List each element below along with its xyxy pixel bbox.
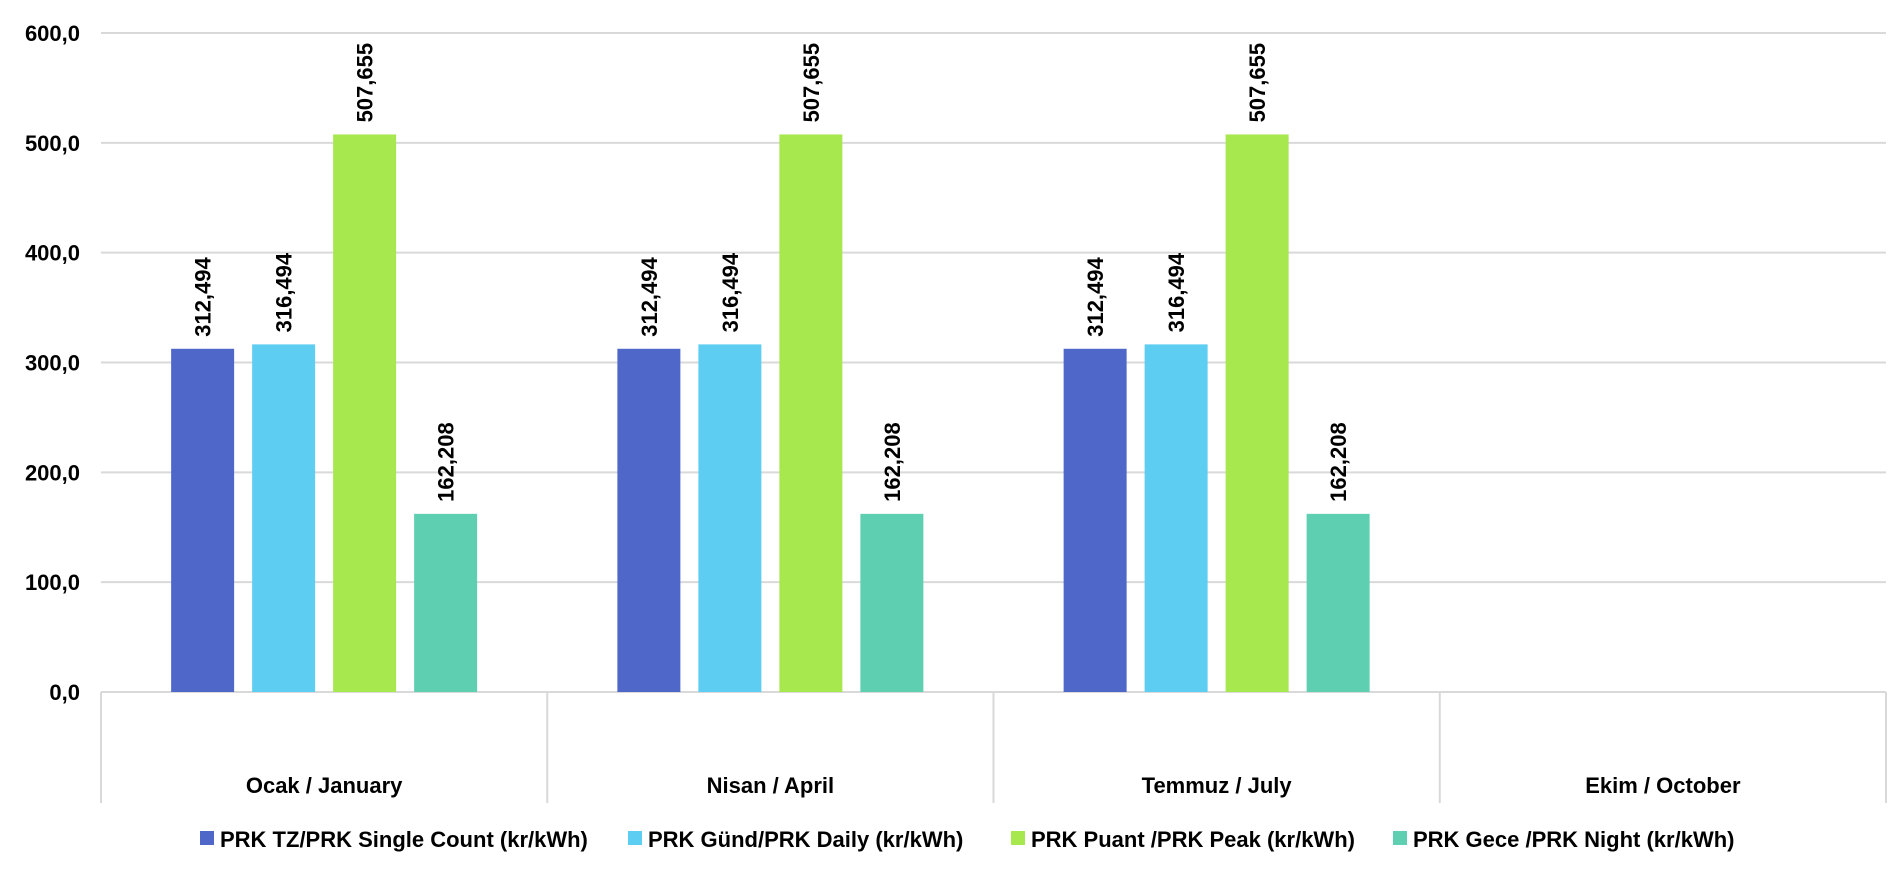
data-label: 507,655 bbox=[353, 43, 378, 123]
y-tick-label: 200,0 bbox=[25, 460, 80, 485]
bar bbox=[1306, 513, 1370, 692]
y-tick-label: 0,0 bbox=[49, 680, 80, 705]
bar bbox=[414, 513, 478, 692]
data-labels: 312,494 312,494 312,494 316,494 316,494 316,4… bbox=[191, 43, 1352, 502]
legend-swatch bbox=[628, 831, 642, 845]
data-label: 162,208 bbox=[434, 422, 459, 502]
y-tick-label: 300,0 bbox=[25, 351, 80, 376]
gridlines bbox=[101, 32, 1886, 693]
legend-label: PRK Puant /PRK Peak (kr/kWh) bbox=[1031, 827, 1355, 852]
y-tick-label: 500,0 bbox=[25, 131, 80, 156]
legend-swatch bbox=[200, 831, 214, 845]
legend-label: PRK Gece /PRK Night (kr/kWh) bbox=[1413, 827, 1734, 852]
bar bbox=[1144, 344, 1208, 692]
data-label: 162,208 bbox=[1326, 422, 1351, 502]
bar bbox=[1225, 134, 1289, 692]
x-category-label: Ocak / January bbox=[246, 773, 403, 798]
bar bbox=[860, 513, 924, 692]
bar bbox=[698, 344, 762, 692]
data-label: 312,494 bbox=[191, 256, 216, 336]
y-tick-label: 400,0 bbox=[25, 241, 80, 266]
data-label: 162,208 bbox=[880, 422, 905, 502]
legend-swatch bbox=[1393, 831, 1407, 845]
legend-label: PRK Günd/PRK Daily (kr/kWh) bbox=[648, 827, 963, 852]
bar bbox=[617, 348, 681, 692]
bars bbox=[171, 134, 1370, 692]
y-tick-label: 600,0 bbox=[25, 21, 80, 46]
data-label: 507,655 bbox=[799, 43, 824, 123]
x-category-label: Temmuz / July bbox=[1142, 773, 1293, 798]
data-label: 312,494 bbox=[1083, 256, 1108, 336]
bar bbox=[333, 134, 397, 692]
x-category-label: Ekim / October bbox=[1585, 773, 1741, 798]
bar bbox=[171, 348, 235, 692]
bar bbox=[1063, 348, 1127, 692]
data-label: 316,494 bbox=[718, 252, 743, 332]
bar bbox=[252, 344, 316, 692]
legend-label: PRK TZ/PRK Single Count (kr/kWh) bbox=[220, 827, 588, 852]
x-category-label: Nisan / April bbox=[707, 773, 835, 798]
data-label: 316,494 bbox=[272, 252, 297, 332]
bar bbox=[779, 134, 843, 692]
legend-swatch bbox=[1011, 831, 1025, 845]
data-label: 316,494 bbox=[1164, 252, 1189, 332]
data-label: 507,655 bbox=[1245, 43, 1270, 123]
data-label: 312,494 bbox=[637, 256, 662, 336]
y-tick-label: 100,0 bbox=[25, 570, 80, 595]
axes: 0,0 100,0 200,0 300,0 400,0 500,0 600,0 Ocak / … bbox=[25, 21, 1887, 803]
legend: PRK TZ/PRK Single Count (kr/kWh) PRK Günd… bbox=[200, 827, 1734, 852]
